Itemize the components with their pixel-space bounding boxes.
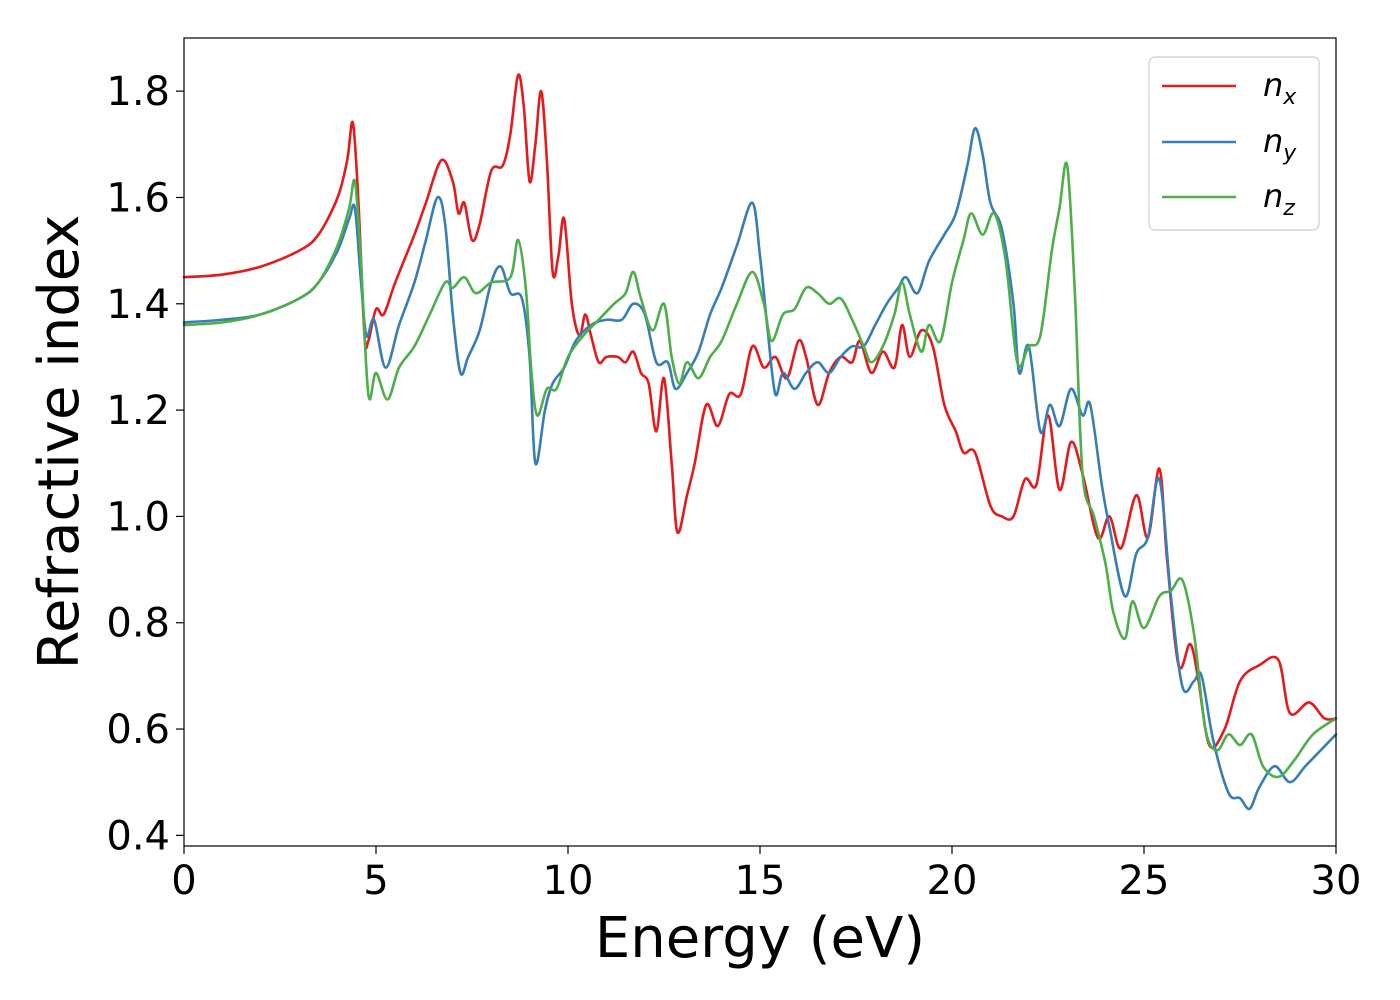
x-tick-label: 15: [735, 858, 786, 904]
y-tick-label: 1.2: [106, 388, 170, 434]
x-tick-label: 5: [363, 858, 388, 904]
series-line-nx: [182, 73, 1338, 750]
x-tick-label: 20: [927, 858, 978, 904]
x-tick-label: 30: [1311, 858, 1362, 904]
legend-label-ny: ny: [1263, 122, 1297, 166]
series-line-ny: [182, 127, 1338, 811]
x-tick-label: 10: [543, 858, 594, 904]
x-tick-label: 0: [171, 858, 196, 904]
x-tick-label: 25: [1119, 858, 1170, 904]
y-tick-label: 1.8: [106, 69, 170, 115]
legend-label-nx: nx: [1263, 66, 1297, 110]
series-layer: [182, 73, 1338, 811]
y-tick-label: 1.4: [106, 282, 170, 328]
y-tick-label: 1.6: [106, 175, 170, 221]
y-tick-label: 0.6: [106, 707, 170, 753]
ticks-layer: 0 5 10 15 20 25 30 0.4 0.6 0.8 1.0 1.2 1.4 1.6 1.8: [106, 69, 1361, 904]
y-axis-title: Refractive index: [27, 215, 92, 670]
legend-box: [1148, 56, 1320, 231]
series-line-nz: [182, 161, 1338, 779]
y-tick-label: 0.4: [106, 813, 170, 859]
x-axis-title: Energy (eV): [595, 906, 925, 971]
y-tick-label: 0.8: [106, 601, 170, 647]
y-tick-label: 1.0: [106, 494, 170, 540]
